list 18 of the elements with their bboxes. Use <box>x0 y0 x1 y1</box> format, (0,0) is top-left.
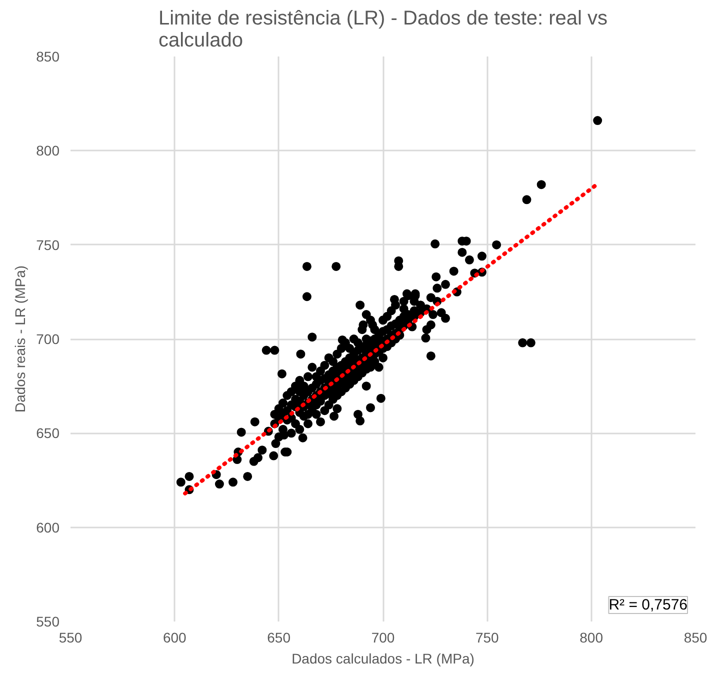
y-tick-label: 700 <box>36 331 60 347</box>
y-tick-label: 650 <box>36 425 60 442</box>
annotation: R² = 0,7576 <box>608 596 688 614</box>
y-tick-label: 850 <box>36 48 60 64</box>
x-tick-label: 850 <box>684 630 708 646</box>
x-tick-label: 800 <box>580 630 604 646</box>
y-tick-label: 750 <box>36 236 60 253</box>
y-tick-label: 600 <box>36 519 60 536</box>
y-axis-title: Dados reais - LR (MPa) <box>12 265 28 413</box>
x-tick-label: 650 <box>267 630 291 646</box>
y-tick-label: 550 <box>36 614 60 630</box>
x-tick-label: 700 <box>371 630 395 646</box>
chart-title: Limite de resistência (LR) - Dados de teste: real vs calculado <box>158 8 608 52</box>
x-axis-title: Dados calculados - LR (MPa) <box>292 650 474 666</box>
y-tick-label: 800 <box>36 142 60 159</box>
x-tick-label: 750 <box>475 630 500 646</box>
x-tick-label: 600 <box>162 630 187 646</box>
x-tick-label: 550 <box>58 630 82 646</box>
